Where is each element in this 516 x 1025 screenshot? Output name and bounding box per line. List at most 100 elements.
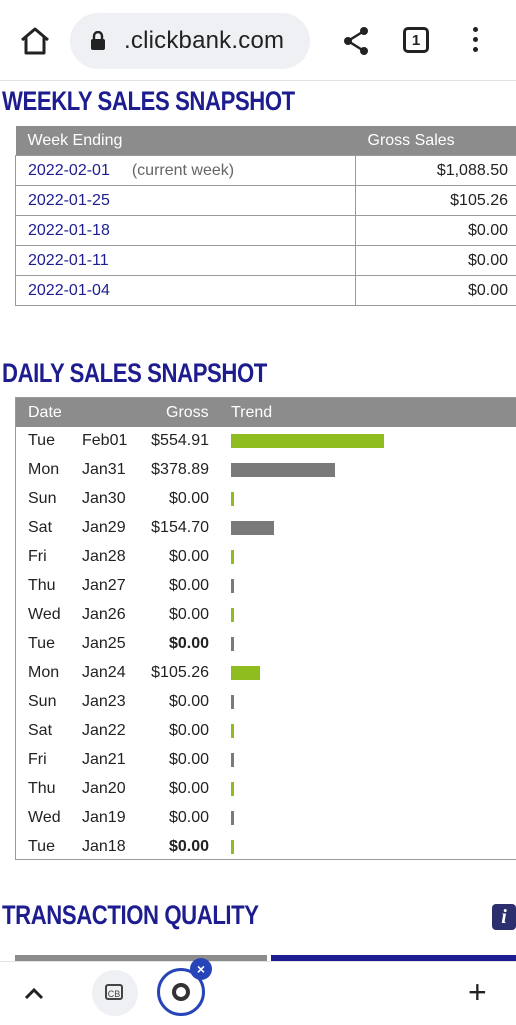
- trend-bar: [231, 840, 234, 854]
- date-label: Jan25: [82, 635, 126, 653]
- gross-value: $0.00: [169, 751, 209, 769]
- date-label: Jan31: [82, 461, 126, 479]
- date-label: Feb01: [82, 432, 127, 450]
- weekly-section-title: WEEKLY SALES SNAPSHOT: [2, 86, 295, 117]
- trend-bar: [231, 463, 335, 477]
- table-row: Tue Feb01 $554.91: [16, 427, 516, 456]
- week-link[interactable]: 2022-01-11: [28, 252, 109, 269]
- home-icon[interactable]: [18, 26, 52, 56]
- table-row: 2022-02-01 (current week) $1,088.50: [16, 156, 516, 186]
- date-label: Jan30: [82, 490, 126, 508]
- close-icon[interactable]: ×: [190, 958, 212, 980]
- day-label: Fri: [28, 751, 47, 769]
- trend-bar: [231, 579, 234, 593]
- table-row: Sun Jan30 $0.00: [16, 485, 516, 514]
- new-tab-button[interactable]: +: [468, 976, 487, 1008]
- date-label: Jan20: [82, 780, 126, 798]
- url-text: .clickbank.com: [124, 27, 284, 55]
- address-bar[interactable]: .clickbank.com: [70, 13, 310, 69]
- current-week-note: (current week): [132, 162, 234, 179]
- gross-value: $0.00: [169, 722, 209, 740]
- lock-icon: [90, 31, 106, 51]
- tab-switcher-button[interactable]: 1: [403, 27, 429, 53]
- share-icon[interactable]: [342, 26, 370, 56]
- date-label: Jan24: [82, 664, 126, 682]
- column-header-week-ending: Week Ending: [16, 126, 356, 156]
- gross-value: $105.26: [356, 186, 516, 216]
- gross-value: $378.89: [151, 461, 209, 479]
- tab-clickbank[interactable]: CB: [92, 970, 138, 1016]
- date-label: Jan21: [82, 751, 126, 769]
- lens-icon: [172, 983, 190, 1001]
- weekly-sales-table: Week Ending Gross Sales 2022-02-01 (curre…: [15, 126, 516, 306]
- day-label: Thu: [28, 577, 56, 595]
- gross-value: $0.00: [169, 693, 209, 711]
- column-header-gross: Gross: [166, 404, 209, 422]
- day-label: Wed: [28, 606, 61, 624]
- date-label: Jan19: [82, 809, 126, 827]
- table-row: 2022-01-25 $105.26: [16, 186, 516, 216]
- column-header-gross-sales: Gross Sales: [356, 126, 516, 156]
- week-link[interactable]: 2022-01-25: [28, 192, 110, 209]
- daily-section-title: DAILY SALES SNAPSHOT: [2, 358, 267, 389]
- day-label: Tue: [28, 838, 55, 856]
- date-label: Jan29: [82, 519, 126, 537]
- table-row: Sat Jan22 $0.00: [16, 717, 516, 746]
- gross-value: $0.00: [169, 577, 209, 595]
- trend-bar: [231, 724, 234, 738]
- day-label: Thu: [28, 780, 56, 798]
- table-row: Fri Jan21 $0.00: [16, 746, 516, 775]
- table-row: 2022-01-04 $0.00: [16, 276, 516, 306]
- gross-value: $0.00: [356, 246, 516, 276]
- trend-bar: [231, 666, 260, 680]
- trend-bar: [231, 782, 234, 796]
- gross-value: $0.00: [169, 838, 209, 856]
- table-row: 2022-01-11 $0.00: [16, 246, 516, 276]
- gross-value: $554.91: [151, 432, 209, 450]
- trend-bar: [231, 492, 234, 506]
- date-label: Jan28: [82, 548, 126, 566]
- table-row: Thu Jan27 $0.00: [16, 572, 516, 601]
- gross-value: $0.00: [356, 216, 516, 246]
- gross-value: $1,088.50: [356, 156, 516, 186]
- day-label: Sat: [28, 722, 52, 740]
- week-link[interactable]: 2022-01-04: [28, 282, 110, 299]
- trend-bar: [231, 550, 234, 564]
- date-label: Jan27: [82, 577, 126, 595]
- browser-toolbar: .clickbank.com 1: [0, 0, 516, 81]
- date-label: Jan23: [82, 693, 126, 711]
- gross-value: $0.00: [169, 809, 209, 827]
- trend-bar: [231, 753, 234, 767]
- bottom-toolbar: CB × +: [0, 961, 516, 1025]
- day-label: Fri: [28, 548, 47, 566]
- week-link[interactable]: 2022-02-01: [28, 162, 110, 179]
- quality-section-title: TRANSACTION QUALITY: [2, 900, 259, 931]
- gross-value: $105.26: [151, 664, 209, 682]
- trend-bar: [231, 695, 234, 709]
- trend-bar: [231, 637, 234, 651]
- table-row: 2022-01-18 $0.00: [16, 216, 516, 246]
- daily-table-header: Date Gross Trend: [16, 398, 516, 427]
- daily-rows: Tue Feb01 $554.91 Mon Jan31 $378.89 Sun Jan30 $0…: [16, 427, 516, 862]
- overflow-menu-icon[interactable]: [470, 27, 480, 57]
- gross-value: $0.00: [169, 490, 209, 508]
- trend-bar: [231, 811, 234, 825]
- clickbank-icon: CB: [105, 984, 123, 1000]
- table-row: Mon Jan31 $378.89: [16, 456, 516, 485]
- date-label: Jan22: [82, 722, 126, 740]
- day-label: Sun: [28, 490, 56, 508]
- week-link[interactable]: 2022-01-18: [28, 222, 110, 239]
- chevron-up-icon[interactable]: [22, 984, 46, 1004]
- info-icon[interactable]: i: [492, 904, 516, 930]
- day-label: Mon: [28, 461, 59, 479]
- day-label: Tue: [28, 432, 55, 450]
- day-label: Mon: [28, 664, 59, 682]
- gross-value: $0.00: [169, 548, 209, 566]
- trend-bar: [231, 434, 384, 448]
